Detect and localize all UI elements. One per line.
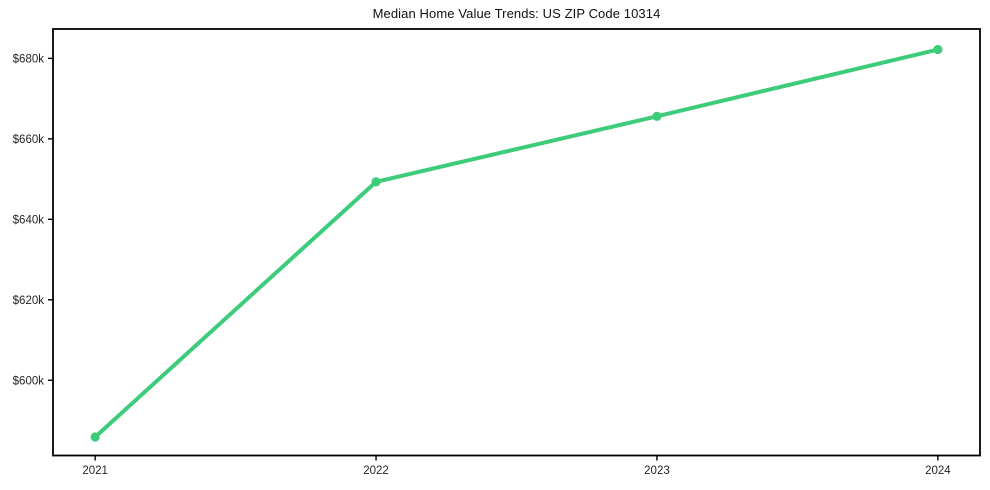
x-axis-tick-label: 2021	[82, 465, 108, 477]
plot-frame	[52, 28, 981, 457]
x-axis-tick-label: 2022	[363, 465, 389, 477]
data-point-marker	[90, 432, 100, 442]
y-axis-tick-label: $660k	[13, 134, 45, 146]
data-point-marker	[933, 44, 943, 55]
chart-title: Median Home Value Trends: US ZIP Code 10…	[372, 6, 661, 21]
data-point-marker	[652, 111, 662, 121]
y-axis-tick-label: $600k	[13, 375, 45, 387]
data-point-marker	[371, 177, 381, 187]
x-axis-tick-label: 2024	[925, 465, 951, 477]
series-line	[93, 47, 940, 439]
y-axis-tick-label: $620k	[13, 295, 45, 307]
x-axis-tick-label: 2023	[644, 465, 670, 477]
y-axis-tick-label: $640k	[13, 214, 45, 226]
y-axis-tick-label: $680k	[13, 53, 45, 65]
